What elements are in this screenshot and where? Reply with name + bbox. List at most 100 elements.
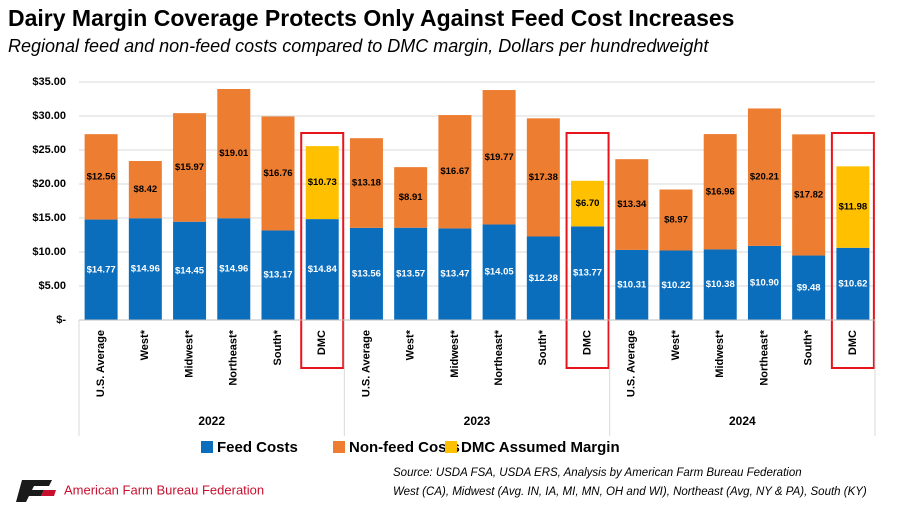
bar-segment: [394, 167, 428, 228]
bar-segment: [261, 230, 295, 320]
bar-segment: [217, 218, 251, 320]
bar-segment: [261, 116, 295, 231]
bar-segment: [571, 226, 605, 320]
value-label: $16.76: [263, 168, 292, 179]
group-label: 2022: [198, 414, 225, 428]
x-tick-label: West*: [670, 329, 682, 360]
value-label: $13.57: [396, 268, 425, 279]
legend-label: Feed Costs: [217, 439, 298, 456]
value-label: $19.77: [485, 152, 514, 163]
value-label: $12.28: [529, 273, 558, 284]
value-label: $11.98: [839, 202, 868, 213]
value-label: $17.38: [529, 172, 558, 183]
value-label: $12.56: [87, 171, 116, 182]
value-label: $14.84: [308, 264, 338, 275]
value-label: $10.38: [706, 279, 735, 290]
value-label: $13.47: [440, 269, 469, 280]
y-tick-label: $20.00: [32, 178, 66, 190]
value-label: $20.21: [750, 172, 780, 183]
value-label: $8.91: [399, 192, 423, 203]
legend-swatch: [333, 441, 345, 453]
bar-segment: [615, 249, 649, 320]
x-tick-label: South*: [803, 329, 815, 365]
value-label: $13.17: [263, 270, 292, 281]
value-label: $10.73: [308, 177, 337, 188]
value-label: $13.77: [573, 268, 602, 279]
value-label: $14.77: [87, 264, 116, 275]
bar-segment: [526, 236, 560, 320]
value-label: $10.62: [838, 278, 867, 289]
legend-swatch: [445, 441, 457, 453]
bar-segment: [482, 90, 516, 225]
bar-segment: [173, 221, 207, 320]
x-tick-label: U.S. Average: [626, 330, 638, 397]
bar-segment: [217, 89, 251, 219]
value-label: $16.96: [706, 186, 735, 197]
value-label: $10.22: [661, 280, 690, 291]
x-tick-label: West*: [139, 329, 151, 360]
value-label: $6.70: [576, 198, 600, 209]
logo-icon: [16, 480, 56, 502]
bar-segment: [438, 115, 472, 229]
x-tick-label: U.S. Average: [95, 330, 107, 397]
y-tick-label: $10.00: [32, 246, 66, 258]
logo-text: American Farm Bureau Federation: [64, 482, 264, 497]
bar-segment: [84, 134, 118, 220]
bar-segment: [615, 159, 649, 250]
bar-segment: [394, 227, 428, 320]
bar-segment: [84, 219, 118, 320]
x-tick-label: Northeast*: [228, 329, 240, 385]
group-label: 2024: [729, 414, 756, 428]
bar-segment: [349, 138, 383, 228]
value-label: $13.18: [352, 177, 381, 188]
value-label: $13.56: [352, 268, 381, 279]
value-label: $14.96: [219, 264, 248, 275]
bar-segment: [526, 118, 560, 237]
value-label: $13.34: [617, 199, 647, 210]
value-label: $16.67: [440, 166, 469, 177]
chart-title: Dairy Margin Coverage Protects Only Agai…: [8, 5, 734, 31]
value-label: $14.05: [485, 267, 515, 278]
bar-segment: [836, 247, 870, 320]
value-label: $15.97: [175, 162, 204, 173]
y-tick-label: $-: [56, 314, 66, 326]
bar-segment: [571, 180, 605, 227]
bar-segment: [703, 134, 737, 250]
value-label: $8.97: [664, 215, 688, 226]
bar-segment: [747, 245, 781, 320]
bar-segment: [659, 189, 693, 251]
x-tick-label: Northeast*: [493, 329, 505, 385]
bar-segment: [659, 250, 693, 320]
bar-segment: [349, 227, 383, 320]
highlight-box: [830, 132, 875, 369]
bar-segment: [747, 108, 781, 246]
x-tick-label: South*: [272, 329, 284, 365]
bar-segment: [128, 218, 162, 320]
x-tick-label: South*: [537, 329, 549, 365]
bar-segment: [792, 134, 826, 256]
x-tick-label: Midwest*: [183, 329, 195, 377]
bar-segment: [173, 113, 207, 222]
bar-segment: [305, 146, 339, 220]
x-tick-label: Midwest*: [449, 329, 461, 377]
bar-segment: [438, 228, 472, 320]
bar-segment: [128, 161, 162, 219]
y-tick-label: $25.00: [32, 144, 66, 156]
x-tick-label: Midwest*: [714, 329, 726, 377]
bar-segment: [703, 249, 737, 320]
value-label: $10.90: [750, 277, 779, 288]
x-tick-label: DMC: [847, 330, 859, 355]
value-label: $14.96: [131, 264, 160, 275]
group-label: 2023: [464, 414, 491, 428]
bar-segment: [792, 255, 826, 320]
chart-subtitle: Regional feed and non-feed costs compare…: [8, 36, 709, 56]
value-label: $8.42: [133, 184, 157, 195]
value-label: $9.48: [797, 282, 821, 293]
source-line: Source: USDA FSA, USDA ERS, Analysis by …: [393, 467, 802, 479]
x-tick-label: U.S. Average: [360, 330, 372, 397]
value-label: $17.82: [794, 189, 823, 200]
legend-label: DMC Assumed Margin: [461, 439, 620, 456]
x-tick-label: DMC: [316, 330, 328, 355]
bar-segment: [305, 219, 339, 320]
